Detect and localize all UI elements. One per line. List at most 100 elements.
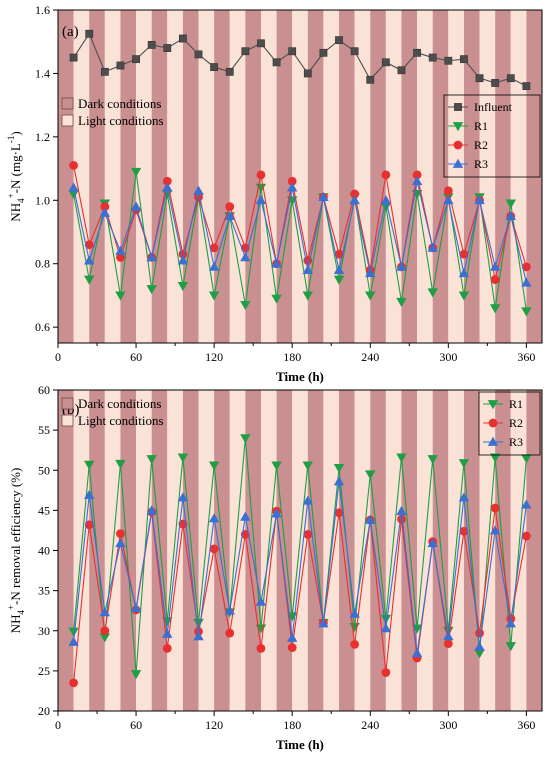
- dark-band: [58, 10, 74, 343]
- x-tick-label: 60: [130, 718, 142, 732]
- data-point: [162, 182, 173, 192]
- dark-band: [432, 10, 449, 343]
- data-point: [162, 617, 173, 627]
- light-band: [323, 10, 340, 343]
- x-tick-label: 240: [361, 350, 379, 364]
- light-swatch: [61, 414, 74, 427]
- data-point: [225, 628, 235, 638]
- data-point: [208, 261, 220, 271]
- data-point: [130, 670, 142, 680]
- light-band: [292, 390, 308, 711]
- y-axis-label-part: +: [6, 605, 16, 610]
- band-legend-label: Light conditions: [78, 113, 164, 128]
- data-point: [177, 492, 189, 502]
- series-r3: [68, 476, 532, 658]
- data-point: [459, 249, 469, 259]
- data-point: [521, 307, 532, 317]
- y-axis: 20 25 30 35 40 45 50 55 60 NH4+-N removal efficie…: [6, 383, 58, 718]
- data-point: [505, 642, 516, 652]
- data-point: [365, 514, 376, 524]
- data-point: [427, 242, 438, 252]
- data-point: [208, 461, 220, 471]
- data-point: [162, 176, 172, 186]
- y-axis-label-part: -1: [6, 136, 16, 144]
- light-band: [417, 390, 433, 711]
- data-point: [333, 275, 345, 285]
- data-point: [489, 261, 501, 271]
- data-point: [489, 525, 501, 535]
- data-point: [210, 63, 219, 71]
- x-axis: 0 60 120 180 240 300 360 Time (h): [55, 711, 535, 752]
- data-point: [505, 210, 516, 221]
- data-point: [84, 240, 94, 250]
- data-point: [443, 639, 453, 648]
- data-point: [146, 455, 157, 465]
- light-band: [417, 10, 433, 343]
- data-point: [458, 291, 470, 301]
- x-tick-label: 180: [283, 350, 301, 364]
- light-band: [167, 390, 183, 711]
- dark-band: [526, 10, 542, 343]
- data-point: [380, 195, 392, 205]
- data-point: [366, 75, 375, 84]
- data-point: [349, 608, 360, 618]
- data-point: [209, 243, 219, 253]
- series-legend: Influent R1 R2 R3: [443, 94, 541, 178]
- data-point: [380, 623, 392, 633]
- data-point: [225, 202, 235, 212]
- data-point: [69, 678, 79, 688]
- legend-marker: [487, 436, 499, 446]
- data-point: [194, 50, 203, 59]
- data-point: [490, 275, 500, 284]
- legend-label: R2: [474, 138, 488, 152]
- legend-label: R3: [509, 435, 523, 449]
- data-point: [303, 69, 312, 78]
- data-point: [255, 596, 267, 606]
- light-band: [167, 10, 183, 343]
- y-axis-label-part: NH: [8, 615, 23, 634]
- data-point: [303, 530, 313, 539]
- data-point: [459, 526, 469, 536]
- data-point: [474, 649, 485, 659]
- series-line-r1: [73, 438, 527, 675]
- x-tick-label: 120: [205, 718, 223, 732]
- data-point: [116, 61, 125, 70]
- data-point: [179, 34, 187, 43]
- x-tick-label: 300: [439, 718, 457, 732]
- dark-band: [495, 10, 511, 343]
- legend-label: R1: [509, 397, 523, 411]
- data-point: [521, 454, 532, 464]
- x-tick-label: 120: [205, 350, 223, 364]
- data-point: [115, 291, 126, 301]
- light-band: [198, 10, 215, 343]
- y-axis-label-part: -N (mg·L: [8, 143, 23, 193]
- data-point: [428, 53, 437, 62]
- data-point: [333, 476, 345, 486]
- light-band: [510, 10, 527, 343]
- y-axis-label-part: ): [8, 131, 23, 135]
- series-legend: R1 R2 R3: [478, 391, 541, 456]
- data-point: [287, 176, 297, 186]
- y-tick-label: 50: [38, 463, 50, 477]
- data-point: [412, 170, 422, 180]
- y-tick-label: 45: [38, 503, 50, 517]
- data-point: [177, 453, 189, 463]
- data-point: [522, 82, 531, 91]
- data-point: [271, 294, 282, 304]
- dark-band: [120, 390, 137, 711]
- data-point: [69, 161, 79, 170]
- dark-band: [214, 390, 230, 711]
- dark-band: [463, 10, 480, 343]
- dark-band: [463, 390, 480, 711]
- y-axis-label-part: +: [6, 193, 16, 198]
- data-point: [163, 44, 172, 52]
- data-point: [116, 252, 125, 262]
- data-point: [521, 499, 532, 509]
- data-point: [521, 262, 531, 272]
- data-point: [491, 79, 500, 87]
- data-point: [333, 264, 345, 274]
- dark-band: [182, 390, 199, 711]
- data-point: [458, 268, 470, 278]
- x-tick-label: 300: [439, 350, 457, 364]
- legend-marker: [453, 140, 463, 150]
